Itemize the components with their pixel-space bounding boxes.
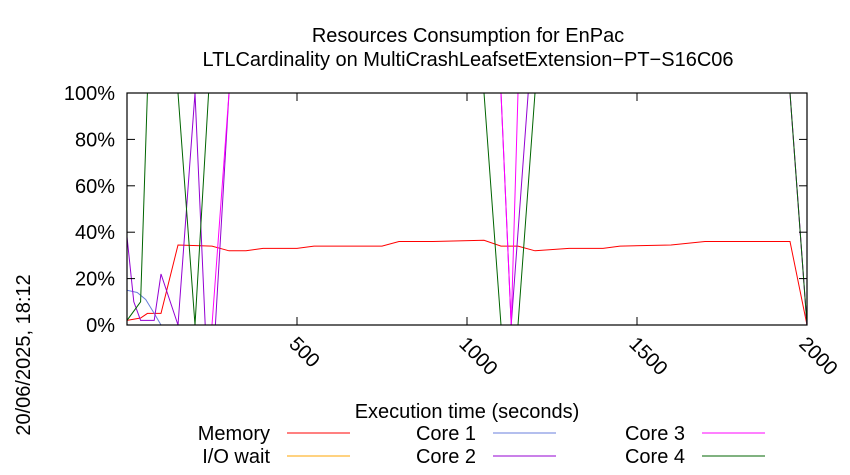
legend-label-memory: Memory	[198, 423, 270, 445]
chart-title: Resources Consumption for EnPac	[312, 25, 624, 47]
y-tick-label: 0%	[86, 315, 115, 337]
y-tick-label: 60%	[75, 176, 115, 198]
chart-subtitle: LTLCardinality on MultiCrashLeafsetExten…	[202, 49, 733, 71]
legend-label-i-o-wait: I/O wait	[202, 446, 270, 468]
plot-frame	[126, 92, 808, 326]
x-tick-label: 500	[284, 333, 323, 372]
plot-lines	[126, 92, 808, 326]
y-tick-label: 20%	[75, 269, 115, 291]
x-axis-label: Execution time (seconds)	[355, 401, 580, 423]
series-line-core-2	[126, 92, 808, 326]
timestamp-label: 20/06/2025, 18:12	[13, 274, 35, 435]
legend-label-core-3: Core 3	[625, 423, 685, 445]
series-line-memory	[126, 239, 808, 326]
x-tick-label: 1000	[454, 333, 501, 380]
legend-label-core-4: Core 4	[625, 446, 685, 468]
y-tick-label: 100%	[64, 83, 115, 105]
legend-label-core-2: Core 2	[416, 446, 476, 468]
y-axis: 0% 20% 40% 60% 80% 100%	[64, 83, 807, 337]
x-tick-label: 2000	[794, 333, 841, 380]
y-tick-label: 40%	[75, 222, 115, 244]
legend-label-core-1: Core 1	[416, 423, 476, 445]
x-tick-label: 1500	[624, 333, 671, 380]
x-axis: 500 1000 1500 2000	[284, 93, 841, 380]
series-line-core-4	[126, 92, 808, 326]
y-tick-label: 80%	[75, 129, 115, 151]
series-line-core-3	[127, 92, 808, 326]
